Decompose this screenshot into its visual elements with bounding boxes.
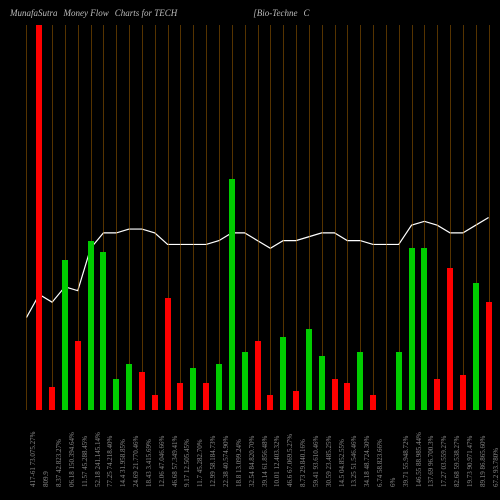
x-label: 18.43 3.415.69%: [145, 439, 153, 487]
grid-line: [193, 25, 194, 410]
bar: [88, 241, 94, 410]
x-label: 11.7 45.282.70%: [196, 439, 204, 487]
x-label: 89.19 86.865.60%: [479, 436, 487, 487]
bar: [486, 302, 492, 410]
grid-line: [437, 25, 438, 410]
bar: [255, 341, 261, 410]
bar: [229, 179, 235, 410]
bar: [319, 356, 325, 410]
x-label: 77.25 74.218.40%: [106, 436, 114, 487]
x-label: 11.57 45.288.45%: [81, 436, 89, 487]
grid-line: [322, 25, 323, 410]
x-label: 17.27 03.559.27%: [440, 436, 448, 487]
bar: [460, 375, 466, 410]
bar: [396, 352, 402, 410]
x-label: 19.73 90.971.47%: [466, 436, 474, 487]
bar: [49, 387, 55, 410]
bar: [370, 395, 376, 410]
bar: [36, 25, 42, 410]
bar: [293, 391, 299, 410]
x-label: 18.8 13.099.24%: [235, 439, 243, 487]
x-label: 9.17 12.505.45%: [183, 439, 191, 487]
grid-line: [116, 25, 117, 410]
bar: [332, 379, 338, 410]
grid-line: [463, 25, 464, 410]
title-type: Money Flow: [64, 8, 109, 18]
bar: [421, 248, 427, 410]
bar: [177, 383, 183, 410]
chart-area: [20, 25, 495, 410]
bar: [357, 352, 363, 410]
x-label: 8.37 42.823.27%: [55, 439, 63, 487]
grid-line: [335, 25, 336, 410]
title-brand: MunafaSutra: [10, 8, 58, 18]
grid-line: [219, 25, 220, 410]
x-label: 46.6 67.069.5.27%: [286, 434, 294, 487]
x-label: 32.54 84.820.70%: [248, 436, 256, 487]
x-axis-labels: 417-61 73.075.27% 809.9 8.37 42.823.27% 06.…: [20, 412, 495, 500]
x-label: 10.01 12.403.32%: [273, 436, 281, 487]
bar: [473, 283, 479, 410]
bar: [344, 383, 350, 410]
x-label: 06.18 150.394.64%: [68, 432, 76, 487]
grid-line: [155, 25, 156, 410]
x-label: 146.55 88.985.44%: [415, 432, 423, 487]
x-label: 6%: [389, 478, 397, 487]
grid-line: [142, 25, 143, 410]
grid-line: [386, 25, 387, 410]
x-label: 39.14 61.856.48%: [261, 436, 269, 487]
x-label: 39.71 55.948.72%: [402, 436, 410, 487]
bar: [113, 379, 119, 410]
x-label: 12.99 58.184.73%: [209, 436, 217, 487]
bar: [216, 364, 222, 410]
x-label: 82.68 59.538.27%: [453, 436, 461, 487]
bar: [409, 248, 415, 410]
grid-line: [347, 25, 348, 410]
grid-line: [206, 25, 207, 410]
bar: [100, 252, 106, 410]
bar: [165, 298, 171, 410]
bar: [190, 368, 196, 410]
bar: [62, 260, 68, 410]
x-label: 12.06 47.046.66%: [158, 436, 166, 487]
bar: [242, 352, 248, 410]
title-company: [Bio-Techne: [253, 8, 297, 18]
x-label: 52.18 241.145.14%: [94, 432, 102, 487]
bar: [203, 383, 209, 410]
title-exchange: C: [303, 8, 309, 18]
title-subject: Charts for TECH: [115, 8, 178, 18]
bar: [75, 341, 81, 410]
x-label: 24.69 21.770.46%: [132, 436, 140, 487]
bar: [306, 329, 312, 410]
grid-line: [26, 25, 27, 410]
x-label: 46.68 57.349.41%: [171, 436, 179, 487]
x-label: 14.4 31.958.85%: [119, 439, 127, 487]
grid-line: [129, 25, 130, 410]
bar: [267, 395, 273, 410]
bar: [152, 395, 158, 410]
x-label: 809.9: [42, 471, 50, 487]
grid-line: [373, 25, 374, 410]
chart-title: MunafaSutra Money Flow Charts for TECH […: [10, 8, 309, 18]
grid-line: [270, 25, 271, 410]
bar: [447, 268, 453, 410]
grid-line: [180, 25, 181, 410]
x-label: 13.25 51.546.46%: [350, 436, 358, 487]
x-label: 417-61 73.075.27%: [29, 432, 37, 487]
x-label: 30.59 23.485.25%: [325, 436, 333, 487]
grid-line: [296, 25, 297, 410]
bar: [280, 337, 286, 410]
bar: [126, 364, 132, 410]
grid-line: [52, 25, 53, 410]
x-label: 34.18 48.724.30%: [363, 436, 371, 487]
x-label: 59.41 93.610.46%: [312, 436, 320, 487]
x-label: 67.2 93.780%: [492, 448, 500, 487]
x-label: 22.38 40.574.90%: [222, 436, 230, 487]
x-label: 137.69 96.700.3%: [427, 436, 435, 487]
x-label: 6.74 58.823.66%: [376, 439, 384, 487]
bar: [139, 372, 145, 411]
x-label: 14.5 04.852.55%: [338, 439, 346, 487]
bar: [434, 379, 440, 410]
x-label: 8.73 29.840.16%: [299, 439, 307, 487]
